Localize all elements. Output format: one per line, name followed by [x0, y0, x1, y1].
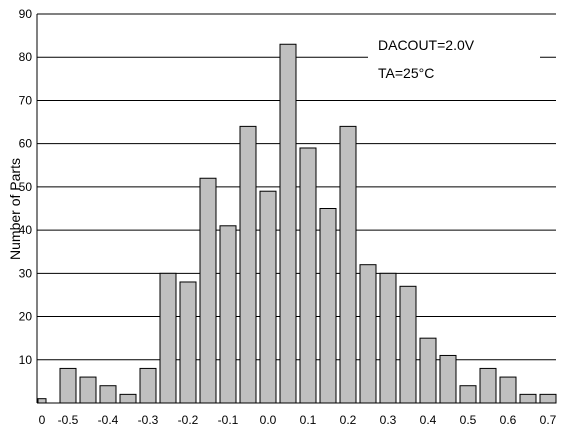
y-tick-label: 90 [19, 7, 33, 21]
annotation-dacout: DACOUT=2.0V [378, 37, 475, 53]
y-tick-label: 60 [19, 137, 33, 151]
y-tick-label: 50 [19, 180, 33, 194]
x-tick-label: 0.7 [540, 413, 557, 427]
bar [279, 43, 297, 404]
x-tick-label: 0 [39, 413, 46, 427]
x-tick-label: -0.3 [138, 413, 159, 427]
bar [519, 393, 537, 404]
bar [119, 393, 137, 404]
y-axis-label: Number of Parts [7, 158, 23, 260]
x-tick-label: 0.3 [380, 413, 397, 427]
x-tick-label: 0.4 [420, 413, 437, 427]
bar [259, 190, 277, 404]
bar [159, 272, 177, 404]
bar [99, 385, 117, 404]
bar [539, 393, 557, 404]
y-tick-label: 10 [19, 353, 33, 367]
bar [219, 225, 237, 404]
x-tick-label: 0.1 [300, 413, 317, 427]
bar [339, 125, 357, 404]
bar [459, 385, 477, 404]
x-tick-label: -0.4 [98, 413, 119, 427]
annotation-ta: TA=25°C [378, 65, 434, 81]
x-tick-label: 0.5 [460, 413, 477, 427]
bar [419, 337, 437, 404]
bar [479, 367, 497, 404]
bar [439, 354, 457, 404]
bar [399, 285, 417, 404]
y-tick-labels: 10 20 30 40 50 60 70 80 90 [19, 7, 33, 367]
bar [37, 398, 47, 404]
x-tick-label: -0.1 [218, 413, 239, 427]
bar [59, 367, 77, 404]
bar [299, 147, 317, 404]
bar [199, 177, 217, 404]
y-tick-label: 30 [19, 266, 33, 280]
bar [179, 281, 197, 404]
x-tick-labels: 0 -0.5 -0.4 -0.3 -0.2 -0.1 0.0 0.1 0.2 0.3 0.4 0.5 0… [39, 413, 557, 427]
x-tick-label: -0.2 [178, 413, 199, 427]
bar [499, 376, 517, 404]
bar [379, 272, 397, 404]
annotation-background [368, 34, 540, 86]
bars [37, 43, 557, 404]
bar [359, 264, 377, 404]
bar [139, 367, 157, 404]
bar [319, 208, 337, 404]
x-tick-label: 0.6 [500, 413, 517, 427]
bar [79, 376, 97, 404]
bar [239, 125, 257, 404]
y-tick-label: 40 [19, 223, 33, 237]
x-tick-label: 0.0 [260, 413, 277, 427]
x-tick-label: -0.5 [58, 413, 79, 427]
y-tick-label: 20 [19, 310, 33, 324]
x-tick-label: 0.2 [340, 413, 357, 427]
y-tick-label: 70 [19, 93, 33, 107]
y-tick-label: 80 [19, 50, 33, 64]
